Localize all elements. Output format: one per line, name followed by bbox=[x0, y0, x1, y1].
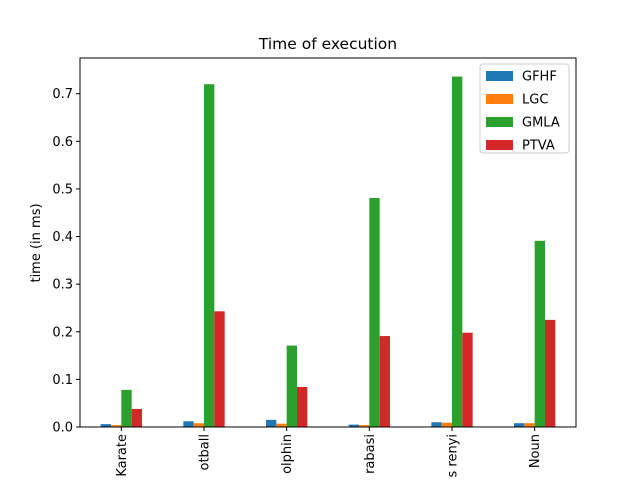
bar-lgc-3 bbox=[359, 425, 370, 427]
bar-gmla-0 bbox=[121, 389, 132, 427]
bar-gmla-1 bbox=[204, 84, 215, 427]
legend-swatch-gmla bbox=[486, 117, 513, 127]
x-tick-label: Noun bbox=[528, 434, 543, 468]
legend-label-gfhf: GFHF bbox=[522, 70, 557, 85]
bar-lgc-2 bbox=[276, 423, 287, 427]
legend-label-lgc: LGC bbox=[522, 93, 548, 108]
x-tick-label: s renyi bbox=[446, 434, 461, 478]
bar-ptva-0 bbox=[131, 408, 142, 427]
bar-gfhf-1 bbox=[183, 421, 194, 427]
x-ticks-group: Karate otball olphin rabasi s renyi Noun bbox=[115, 427, 543, 478]
bar-gfhf-0 bbox=[100, 424, 111, 427]
bar-ptva-1 bbox=[214, 311, 225, 427]
y-ticks-group: 0.0 0.1 0.2 0.3 0.4 0.5 0.6 0.7 bbox=[52, 87, 80, 436]
plot-frame bbox=[79, 57, 577, 428]
legend: GFHF LGC GMLA PTVA bbox=[479, 63, 570, 154]
legend-swatch-lgc bbox=[486, 94, 513, 104]
legend-label-gmla: GMLA bbox=[522, 116, 560, 131]
x-tick-label: olphin bbox=[280, 434, 295, 474]
y-tick-label: 0.1 bbox=[52, 373, 73, 388]
bar-lgc-4 bbox=[441, 422, 452, 427]
bar-ptva-3 bbox=[379, 336, 390, 427]
y-tick-label: 0.4 bbox=[52, 230, 73, 245]
bar-gmla-2 bbox=[286, 345, 297, 427]
y-tick-label: 0.2 bbox=[52, 325, 73, 340]
bar-gfhf-3 bbox=[348, 424, 359, 427]
y-tick-label: 0.3 bbox=[52, 278, 73, 293]
x-tick-label: rabasi bbox=[363, 434, 378, 474]
bar-gmla-5 bbox=[534, 240, 545, 427]
bar-lgc-5 bbox=[524, 423, 535, 427]
bar-gfhf-5 bbox=[514, 423, 525, 427]
bar-lgc-0 bbox=[111, 425, 122, 427]
x-tick-label: Karate bbox=[115, 434, 130, 477]
y-tick-label: 0.0 bbox=[52, 421, 73, 436]
bar-gfhf-2 bbox=[266, 419, 277, 427]
legend-label-ptva: PTVA bbox=[522, 139, 555, 154]
bar-gfhf-4 bbox=[431, 422, 442, 427]
chart-title: Time of execution bbox=[258, 35, 397, 53]
bar-gmla-3 bbox=[369, 197, 380, 427]
bar-ptva-5 bbox=[545, 319, 556, 427]
bar-ptva-2 bbox=[297, 387, 308, 427]
legend-box bbox=[479, 63, 570, 154]
y-tick-label: 0.7 bbox=[52, 87, 73, 102]
y-axis-label: time (in ms) bbox=[29, 203, 44, 282]
y-tick-label: 0.5 bbox=[52, 182, 73, 197]
bar-ptva-4 bbox=[462, 332, 473, 427]
y-tick-label: 0.6 bbox=[52, 135, 73, 150]
bar-gmla-4 bbox=[452, 76, 463, 427]
legend-swatch-ptva bbox=[486, 140, 513, 150]
bar-lgc-1 bbox=[193, 423, 204, 427]
x-tick-label: otball bbox=[198, 434, 213, 471]
bars-group bbox=[100, 76, 556, 427]
legend-swatch-gfhf bbox=[486, 71, 513, 81]
